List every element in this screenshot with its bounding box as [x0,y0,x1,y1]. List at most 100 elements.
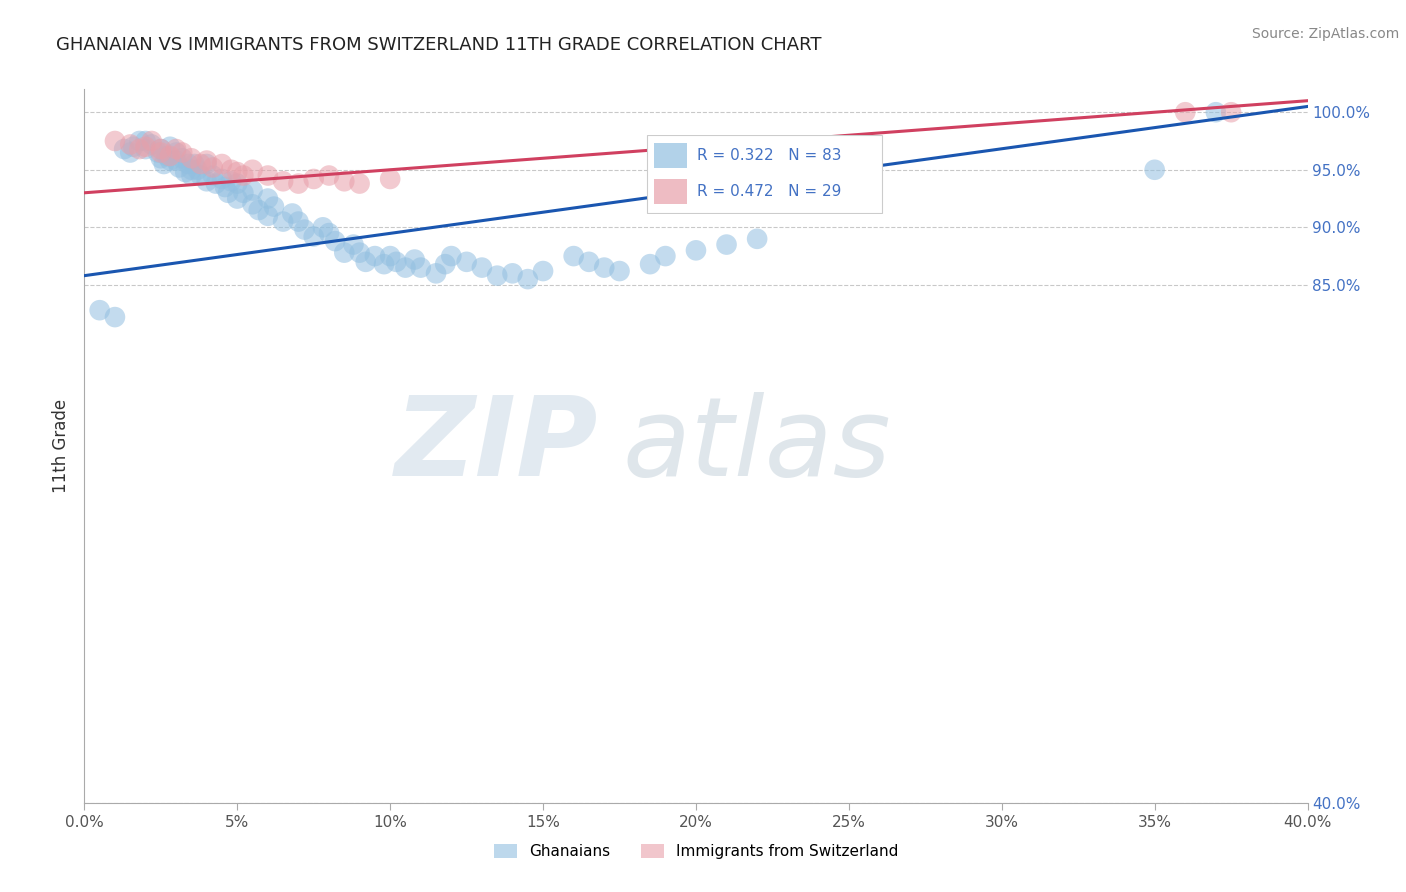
Point [373,257,395,271]
Point [180,151,202,165]
Point [1174,105,1197,120]
Point [257,209,280,223]
Point [180,162,202,177]
Point [149,142,172,156]
Point [318,226,340,240]
Point [104,310,127,324]
Point [174,165,197,179]
Point [247,202,270,217]
Point [287,214,309,228]
FancyBboxPatch shape [654,144,688,169]
Point [380,249,402,263]
Point [342,237,364,252]
Point [177,157,200,171]
Point [146,145,169,160]
Point [172,151,194,165]
Point [159,140,181,154]
Point [104,134,127,148]
Point [141,137,163,152]
Point [471,260,494,275]
Point [747,232,769,246]
Point [232,169,254,183]
Point [654,249,676,263]
Text: GHANAIAN VS IMMIGRANTS FROM SWITZERLAND 11TH GRADE CORRELATION CHART: GHANAIAN VS IMMIGRANTS FROM SWITZERLAND … [56,36,821,54]
Point [201,169,224,183]
Point [716,237,738,252]
Point [593,260,616,275]
FancyBboxPatch shape [647,136,882,212]
Point [333,245,356,260]
Text: R = 0.472   N = 29: R = 0.472 N = 29 [697,184,841,199]
Point [165,145,187,160]
Point [180,169,202,183]
Point [135,142,157,156]
Point [232,186,254,200]
Point [122,140,145,154]
Point [159,149,181,163]
Point [211,157,233,171]
Point [219,162,242,177]
Point [120,145,142,160]
Point [242,184,264,198]
FancyBboxPatch shape [654,178,688,204]
Point [242,197,264,211]
Point [349,177,371,191]
Point [302,172,325,186]
Point [165,153,187,168]
Point [425,266,447,280]
Point [128,142,150,156]
Point [219,174,242,188]
Point [434,257,457,271]
Point [404,252,426,267]
Point [195,153,218,168]
Point [302,229,325,244]
Point [226,192,249,206]
Point [205,177,228,191]
Y-axis label: 11th Grade: 11th Grade [52,399,70,493]
Point [257,192,280,206]
Point [153,157,176,171]
Point [242,162,264,177]
Point [1205,105,1227,120]
Point [354,255,377,269]
Point [1143,162,1166,177]
Point [349,245,371,260]
Point [409,260,432,275]
Point [257,169,280,183]
Point [333,174,356,188]
Point [156,149,179,163]
Point [287,177,309,191]
Point [226,177,249,191]
Point [685,244,707,258]
Point [271,214,294,228]
Point [186,162,208,177]
Point [385,255,408,269]
Point [135,140,157,154]
Legend: Ghanaians, Immigrants from Switzerland: Ghanaians, Immigrants from Switzerland [494,845,898,859]
Point [263,200,285,214]
Point [502,266,524,280]
Point [120,137,142,152]
Point [318,169,340,183]
Point [195,157,218,171]
Point [211,172,233,186]
Point [201,161,224,175]
Point [226,165,249,179]
Point [638,257,661,271]
Point [89,303,111,318]
Point [271,174,294,188]
Point [516,272,538,286]
Point [1220,105,1243,120]
Point [141,134,163,148]
Point [159,153,181,168]
Point [190,157,212,171]
Point [135,134,157,148]
Point [190,169,212,183]
Point [364,249,387,263]
Point [172,145,194,160]
Point [214,180,236,194]
Point [323,234,346,248]
Point [440,249,463,263]
Point [149,145,172,160]
Point [128,134,150,148]
